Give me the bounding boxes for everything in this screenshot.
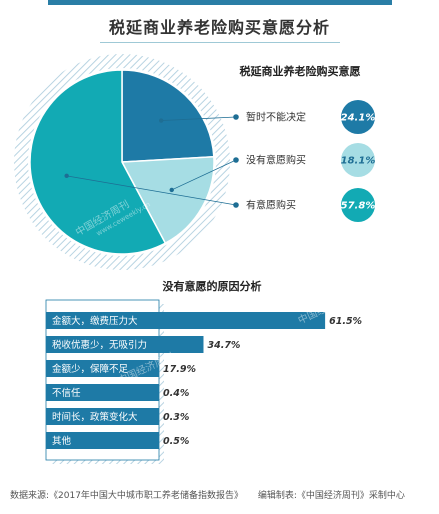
title-underline <box>100 42 340 43</box>
top-rule <box>48 0 392 5</box>
pie-leader-dot <box>158 118 164 123</box>
legend-label: 有意愿购买 <box>246 199 296 212</box>
pie-slice <box>29 69 167 255</box>
footer: 数据来源:《2017年中国大中城市职工养老储备指数报告》 编辑制表:《中国经济周… <box>10 488 435 501</box>
bar-value-label: 0.3% <box>163 412 189 423</box>
legend-label: 暂时不能决定 <box>246 111 306 124</box>
pie-leader-dot <box>169 187 174 193</box>
legend-marker <box>233 114 239 120</box>
pct-label: 57.8% <box>341 201 376 212</box>
bar <box>46 432 159 449</box>
bar-category-label: 时间长，政策变化大 <box>52 411 138 423</box>
bar-category-label: 金额少，保障不足 <box>52 363 129 375</box>
pct-badge <box>341 188 375 222</box>
pct-label: 24.1% <box>341 113 376 124</box>
pie-chart-title: 税延商业养老险购买意愿 <box>240 64 361 78</box>
bar <box>46 408 159 425</box>
bar <box>46 360 159 377</box>
bar <box>46 384 159 401</box>
bar-category-label: 税收优惠少，无吸引力 <box>52 339 147 351</box>
footer-source: 数据来源:《2017年中国大中城市职工养老储备指数报告》 <box>10 491 243 501</box>
pie-leader-line <box>161 116 237 121</box>
pie-leader-line <box>66 175 237 206</box>
footer-editor: 编辑制表:《中国经济周刊》采制中心 <box>257 491 405 501</box>
pct-label: 18.1% <box>341 156 376 167</box>
bar-value-label: 34.7% <box>207 340 240 351</box>
bar-category-label: 不信任 <box>52 387 81 399</box>
legend-marker <box>233 202 239 208</box>
legend-marker <box>233 157 239 163</box>
legend-label: 没有意愿购买 <box>246 154 306 167</box>
pct-badge <box>341 100 375 134</box>
bar-value-label: 17.9% <box>163 364 196 375</box>
bar-chart-title: 没有意愿的原因分析 <box>163 279 262 293</box>
pie-leader-line <box>171 159 237 191</box>
page-title: 税延商业养老险购买意愿分析 <box>108 18 330 37</box>
bar-value-label: 61.5% <box>329 316 362 327</box>
pie-leader-dot <box>64 173 69 179</box>
pie-slice <box>120 156 215 245</box>
bar-value-label: 0.4% <box>163 388 189 399</box>
pie-slice <box>121 69 215 163</box>
bar-category-label: 金额大，缴费压力大 <box>52 315 138 327</box>
bar-category-label: 其他 <box>52 435 72 447</box>
bar <box>46 312 326 329</box>
bar-value-label: 0.5% <box>163 436 189 447</box>
pct-badge <box>341 143 375 177</box>
bar <box>46 336 204 353</box>
